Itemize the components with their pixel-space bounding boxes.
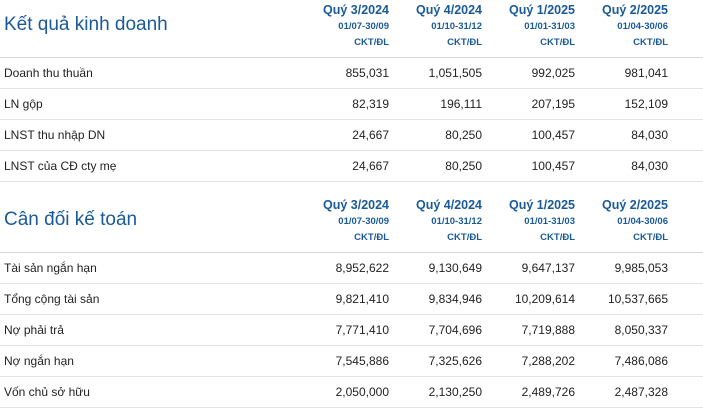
column-unit: CKT/ĐL bbox=[633, 37, 668, 48]
column-header-q2-2025[interactable]: Quý 2/2025 01/04-30/06 CKT/ĐL bbox=[585, 0, 678, 57]
table-row: Nợ phải trả 7,771,410 7,704,696 7,719,88… bbox=[0, 315, 703, 346]
cell-value: 8,050,337 bbox=[614, 323, 668, 337]
column-quarter[interactable]: Quý 1/2025 bbox=[508, 198, 575, 212]
column-unit: CKT/ĐL bbox=[540, 232, 575, 243]
row-label[interactable]: LNST của CĐ cty mẹ bbox=[4, 159, 117, 173]
column-header-q4-2024[interactable]: Quý 4/2024 01/10-31/12 CKT/ĐL bbox=[399, 195, 492, 252]
cell-value: 100,457 bbox=[531, 159, 575, 173]
cell-value: 1,051,505 bbox=[428, 66, 482, 80]
cell-value: 84,030 bbox=[631, 128, 668, 142]
cell-value: 7,325,626 bbox=[428, 354, 482, 368]
column-quarter[interactable]: Quý 3/2024 bbox=[322, 3, 389, 17]
cell-value: 855,031 bbox=[345, 66, 389, 80]
business-results-section: Kết quả kinh doanh Quý 3/2024 01/07-30/0… bbox=[0, 0, 703, 182]
cell-value: 7,719,888 bbox=[521, 323, 575, 337]
cell-value: 100,457 bbox=[531, 128, 575, 142]
table-row: Doanh thu thuần 855,031 1,051,505 992,02… bbox=[0, 58, 703, 89]
column-header-q4-2024[interactable]: Quý 4/2024 01/10-31/12 CKT/ĐL bbox=[399, 0, 492, 57]
cell-value: 7,486,086 bbox=[614, 354, 668, 368]
column-header-q1-2025[interactable]: Quý 1/2025 01/01-31/03 CKT/ĐL bbox=[492, 0, 585, 57]
row-label[interactable]: Tổng cộng tài sản bbox=[4, 292, 100, 306]
column-header-q2-2025[interactable]: Quý 2/2025 01/04-30/06 CKT/ĐL bbox=[585, 195, 678, 252]
column-period: 01/01-31/03 bbox=[524, 21, 575, 32]
column-quarter[interactable]: Quý 4/2024 bbox=[415, 198, 482, 212]
cell-value: 80,250 bbox=[445, 128, 482, 142]
cell-value: 7,545,886 bbox=[335, 354, 389, 368]
row-label[interactable]: Doanh thu thuần bbox=[4, 66, 93, 80]
column-unit: CKT/ĐL bbox=[633, 232, 668, 243]
cell-value: 10,209,614 bbox=[514, 292, 575, 306]
balance-sheet-header: Cân đối kế toán Quý 3/2024 01/07-30/09 C… bbox=[0, 195, 703, 253]
cell-value: 992,025 bbox=[531, 66, 575, 80]
cell-value: 9,130,649 bbox=[428, 261, 482, 275]
row-label[interactable]: Tài sản ngắn hạn bbox=[4, 261, 97, 275]
cell-value: 9,821,410 bbox=[335, 292, 389, 306]
cell-value: 8,952,622 bbox=[335, 261, 389, 275]
column-unit: CKT/ĐL bbox=[354, 232, 389, 243]
table-row: Nợ ngắn hạn 7,545,886 7,325,626 7,288,20… bbox=[0, 346, 703, 377]
cell-value: 7,704,696 bbox=[428, 323, 482, 337]
column-quarter[interactable]: Quý 2/2025 bbox=[601, 3, 668, 17]
row-label[interactable]: LNST thu nhập DN bbox=[4, 128, 106, 142]
cell-value: 9,647,137 bbox=[521, 261, 575, 275]
column-unit: CKT/ĐL bbox=[354, 37, 389, 48]
cell-value: 2,487,328 bbox=[614, 385, 668, 399]
cell-value: 80,250 bbox=[445, 159, 482, 173]
column-period: 01/01-31/03 bbox=[524, 216, 575, 227]
row-label[interactable]: Vốn chủ sở hữu bbox=[4, 385, 90, 399]
column-period: 01/04-30/06 bbox=[617, 216, 668, 227]
cell-value: 84,030 bbox=[631, 159, 668, 173]
column-quarter[interactable]: Quý 4/2024 bbox=[415, 3, 482, 17]
business-results-header: Kết quả kinh doanh Quý 3/2024 01/07-30/0… bbox=[0, 0, 703, 58]
cell-value: 196,111 bbox=[440, 97, 482, 111]
row-label[interactable]: LN gộp bbox=[4, 97, 43, 111]
column-period: 01/10-31/12 bbox=[431, 21, 482, 32]
column-header-q3-2024[interactable]: Quý 3/2024 01/07-30/09 CKT/ĐL bbox=[306, 0, 399, 57]
column-period: 01/04-30/06 bbox=[617, 21, 668, 32]
column-unit: CKT/ĐL bbox=[447, 232, 482, 243]
cell-value: 10,537,665 bbox=[607, 292, 668, 306]
cell-value: 2,130,250 bbox=[428, 385, 482, 399]
column-quarter[interactable]: Quý 2/2025 bbox=[601, 198, 668, 212]
column-unit: CKT/ĐL bbox=[540, 37, 575, 48]
balance-sheet-title: Cân đối kế toán bbox=[4, 208, 138, 230]
cell-value: 24,667 bbox=[352, 159, 389, 173]
balance-sheet-section: Cân đối kế toán Quý 3/2024 01/07-30/09 C… bbox=[0, 195, 703, 408]
cell-value: 24,667 bbox=[352, 128, 389, 142]
row-label[interactable]: Nợ phải trả bbox=[4, 323, 64, 337]
column-header-q3-2024[interactable]: Quý 3/2024 01/07-30/09 CKT/ĐL bbox=[306, 195, 399, 252]
business-results-title: Kết quả kinh doanh bbox=[4, 13, 168, 35]
column-unit: CKT/ĐL bbox=[447, 37, 482, 48]
table-row: Tổng cộng tài sản 9,821,410 9,834,946 10… bbox=[0, 284, 703, 315]
table-row: LNST của CĐ cty mẹ 24,667 80,250 100,457… bbox=[0, 151, 703, 182]
cell-value: 207,195 bbox=[531, 97, 575, 111]
cell-value: 7,771,410 bbox=[335, 323, 389, 337]
cell-value: 2,489,726 bbox=[521, 385, 575, 399]
cell-value: 981,041 bbox=[624, 66, 668, 80]
column-quarter[interactable]: Quý 1/2025 bbox=[508, 3, 575, 17]
table-row: LN gộp 82,319 196,111 207,195 152,109 bbox=[0, 89, 703, 120]
cell-value: 9,834,946 bbox=[428, 292, 482, 306]
column-period: 01/07-30/09 bbox=[338, 21, 389, 32]
cell-value: 152,109 bbox=[624, 97, 668, 111]
table-row: LNST thu nhập DN 24,667 80,250 100,457 8… bbox=[0, 120, 703, 151]
column-quarter[interactable]: Quý 3/2024 bbox=[322, 198, 389, 212]
cell-value: 2,050,000 bbox=[335, 385, 389, 399]
column-header-q1-2025[interactable]: Quý 1/2025 01/01-31/03 CKT/ĐL bbox=[492, 195, 585, 252]
cell-value: 82,319 bbox=[352, 97, 389, 111]
cell-value: 7,288,202 bbox=[521, 354, 575, 368]
row-label[interactable]: Nợ ngắn hạn bbox=[4, 354, 74, 368]
column-period: 01/07-30/09 bbox=[338, 216, 389, 227]
column-period: 01/10-31/12 bbox=[431, 216, 482, 227]
cell-value: 9,985,053 bbox=[614, 261, 668, 275]
table-row: Vốn chủ sở hữu 2,050,000 2,130,250 2,489… bbox=[0, 377, 703, 408]
table-row: Tài sản ngắn hạn 8,952,622 9,130,649 9,6… bbox=[0, 253, 703, 284]
